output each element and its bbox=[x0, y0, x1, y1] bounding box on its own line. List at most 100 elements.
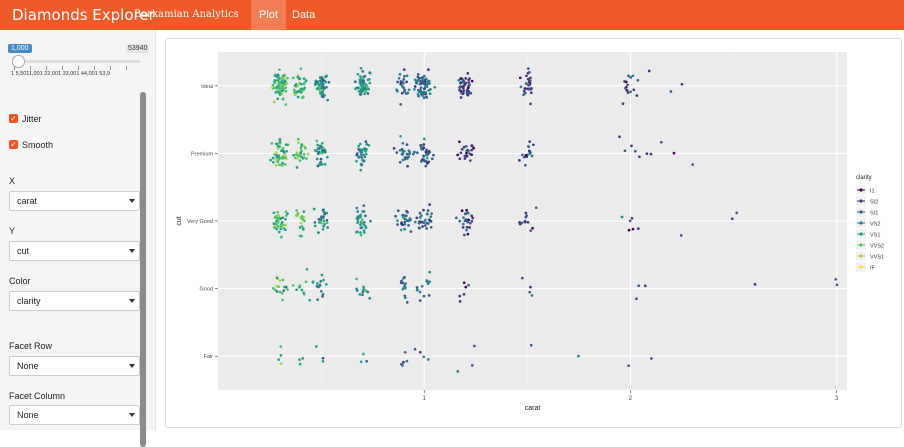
data-point bbox=[296, 212, 300, 215]
tab-plot[interactable]: Plot bbox=[251, 0, 286, 30]
data-point bbox=[395, 151, 399, 154]
data-point bbox=[295, 156, 299, 160]
data-point bbox=[298, 81, 301, 85]
slider-tick bbox=[46, 66, 47, 70]
data-point bbox=[422, 294, 426, 298]
data-point bbox=[459, 80, 463, 84]
data-point bbox=[315, 157, 319, 161]
data-point bbox=[458, 85, 462, 89]
jitter-label[interactable]: Jitter bbox=[22, 114, 42, 124]
legend-swatch bbox=[859, 265, 863, 269]
data-point bbox=[303, 219, 306, 223]
sidebar-scrollbar[interactable] bbox=[140, 92, 146, 447]
data-point bbox=[422, 355, 426, 359]
data-point bbox=[406, 211, 409, 214]
data-point bbox=[402, 360, 405, 364]
data-point bbox=[359, 75, 362, 78]
data-point bbox=[394, 214, 397, 218]
data-point bbox=[276, 217, 279, 221]
data-point bbox=[365, 359, 369, 363]
data-point bbox=[405, 152, 409, 156]
data-point bbox=[422, 220, 425, 224]
data-point bbox=[521, 153, 524, 157]
data-point bbox=[403, 74, 406, 78]
data-point bbox=[302, 77, 306, 80]
app-title[interactable]: Diamonds Explorer bbox=[12, 6, 155, 24]
data-point bbox=[633, 149, 637, 153]
smooth-label[interactable]: Smooth bbox=[22, 140, 54, 150]
data-point bbox=[403, 296, 407, 299]
data-point bbox=[276, 214, 280, 218]
jitter-checkbox[interactable]: ✓ bbox=[9, 114, 18, 123]
x-select[interactable]: carat bbox=[9, 191, 140, 211]
facet-column-select[interactable]: None bbox=[9, 405, 140, 425]
data-point bbox=[302, 156, 306, 159]
data-point bbox=[401, 153, 404, 156]
data-point bbox=[625, 89, 629, 92]
data-point bbox=[303, 81, 307, 84]
data-point bbox=[299, 67, 303, 71]
data-point bbox=[355, 206, 359, 210]
data-point bbox=[400, 221, 404, 224]
data-point bbox=[463, 154, 467, 158]
data-point bbox=[466, 220, 470, 224]
data-point bbox=[467, 78, 470, 82]
data-point bbox=[403, 222, 407, 226]
data-point bbox=[461, 148, 464, 151]
data-point bbox=[458, 140, 461, 144]
data-point bbox=[321, 86, 324, 90]
data-point bbox=[466, 232, 470, 236]
x-axis-title: carat bbox=[525, 405, 541, 412]
facet-row-select-value: None bbox=[17, 361, 39, 371]
data-point bbox=[401, 215, 405, 219]
color-select[interactable]: clarity bbox=[9, 291, 140, 311]
data-point bbox=[530, 294, 534, 297]
data-point bbox=[466, 89, 469, 93]
data-point bbox=[423, 80, 427, 84]
data-point bbox=[470, 219, 474, 223]
data-point bbox=[281, 216, 285, 220]
data-point bbox=[325, 85, 328, 89]
data-point bbox=[632, 88, 636, 92]
data-point bbox=[323, 222, 326, 226]
data-point bbox=[360, 150, 363, 154]
data-point bbox=[295, 166, 299, 169]
data-point bbox=[280, 149, 283, 153]
data-point bbox=[400, 147, 404, 151]
slider-tick bbox=[78, 66, 79, 70]
data-point bbox=[363, 155, 367, 159]
data-point bbox=[518, 159, 521, 162]
data-point bbox=[529, 285, 532, 289]
data-point bbox=[355, 153, 359, 157]
data-point bbox=[424, 92, 428, 96]
data-point bbox=[422, 155, 426, 158]
data-point bbox=[730, 217, 734, 221]
data-point bbox=[295, 288, 298, 292]
data-point bbox=[418, 211, 422, 215]
sample-size-slider[interactable] bbox=[13, 60, 140, 63]
data-point bbox=[321, 90, 325, 93]
data-point bbox=[465, 225, 469, 229]
y-select[interactable]: cut bbox=[9, 241, 140, 261]
data-point bbox=[285, 82, 289, 85]
data-point bbox=[318, 283, 322, 287]
data-point bbox=[362, 229, 366, 232]
data-point bbox=[298, 234, 302, 238]
tab-data[interactable]: Data bbox=[292, 9, 316, 21]
data-point bbox=[358, 142, 362, 146]
data-point bbox=[397, 76, 401, 80]
facet-row-select[interactable]: None bbox=[9, 356, 140, 376]
data-point bbox=[396, 223, 399, 226]
data-point bbox=[359, 220, 363, 224]
data-point bbox=[360, 155, 363, 159]
data-point bbox=[367, 143, 371, 147]
y-tick-label: Premium bbox=[191, 151, 213, 157]
data-point bbox=[275, 142, 279, 146]
smooth-checkbox[interactable]: ✓ bbox=[9, 140, 18, 149]
legend-swatch bbox=[859, 232, 863, 236]
data-point bbox=[317, 231, 320, 234]
sample-size-max: 53940 bbox=[126, 44, 150, 53]
slider-handle[interactable] bbox=[12, 55, 25, 68]
data-point bbox=[526, 67, 530, 70]
data-point bbox=[470, 214, 474, 218]
